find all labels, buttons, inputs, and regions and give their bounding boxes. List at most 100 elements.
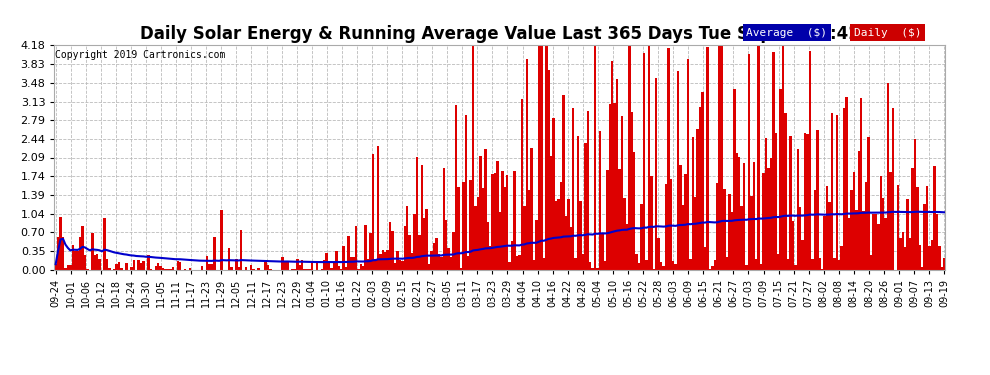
Bar [416, 158, 418, 270]
Bar [929, 246, 931, 270]
Bar [554, 201, 557, 270]
Bar [421, 165, 423, 270]
Bar [579, 201, 582, 270]
Bar [538, 39, 541, 270]
Bar [79, 237, 81, 270]
Bar [404, 226, 406, 270]
Bar [867, 137, 870, 270]
Bar [569, 227, 572, 270]
Bar [447, 248, 449, 270]
Bar [386, 251, 389, 270]
Bar [819, 258, 821, 270]
Bar [567, 199, 569, 270]
Bar [919, 245, 921, 270]
Bar [752, 162, 755, 270]
Bar [907, 200, 909, 270]
Bar [338, 266, 340, 270]
Bar [755, 259, 757, 270]
Bar [774, 134, 777, 270]
Bar [528, 190, 531, 270]
Bar [652, 269, 655, 270]
Bar [557, 199, 559, 270]
Bar [126, 262, 128, 270]
Bar [436, 238, 438, 270]
Bar [130, 267, 133, 270]
Bar [59, 217, 61, 270]
Text: Average  ($): Average ($) [746, 28, 828, 38]
Bar [472, 39, 474, 270]
Bar [931, 240, 934, 270]
Bar [118, 262, 121, 270]
Bar [521, 99, 523, 270]
Bar [926, 186, 929, 270]
Bar [887, 83, 889, 270]
Bar [462, 182, 464, 270]
Bar [765, 138, 767, 270]
Bar [213, 237, 216, 270]
Bar [909, 238, 911, 270]
Bar [235, 259, 238, 270]
Bar [143, 261, 145, 270]
Bar [201, 266, 203, 270]
Bar [816, 130, 819, 270]
Bar [940, 267, 943, 270]
Bar [467, 256, 469, 270]
Bar [792, 221, 794, 270]
Bar [336, 251, 338, 270]
Bar [306, 269, 308, 270]
Bar [449, 257, 452, 270]
Bar [601, 233, 604, 270]
Bar [66, 265, 69, 270]
Bar [333, 262, 336, 270]
Bar [516, 256, 518, 270]
Bar [166, 269, 169, 270]
Bar [797, 149, 799, 270]
Bar [208, 264, 211, 270]
Bar [541, 39, 543, 270]
Bar [171, 267, 174, 270]
Bar [362, 266, 364, 270]
Bar [96, 254, 98, 270]
Bar [446, 220, 447, 270]
Bar [321, 269, 323, 270]
Bar [438, 254, 441, 270]
Bar [624, 198, 626, 270]
Bar [572, 108, 574, 270]
Bar [457, 187, 459, 270]
Bar [399, 260, 401, 270]
Bar [657, 238, 660, 270]
Bar [154, 266, 157, 270]
Bar [742, 163, 745, 270]
Bar [149, 268, 152, 270]
Bar [401, 261, 404, 270]
Bar [349, 257, 352, 270]
Bar [231, 267, 233, 270]
Bar [626, 224, 628, 270]
Bar [636, 254, 638, 270]
Text: Daily  ($): Daily ($) [853, 28, 922, 38]
Bar [692, 136, 694, 270]
Bar [911, 168, 914, 270]
Bar [852, 172, 855, 270]
Bar [443, 168, 446, 270]
Bar [504, 187, 506, 270]
Bar [643, 53, 645, 270]
Bar [228, 248, 231, 270]
Bar [733, 90, 736, 270]
Bar [345, 267, 347, 270]
Bar [943, 258, 945, 270]
Bar [86, 269, 89, 270]
Bar [882, 198, 884, 270]
Bar [376, 146, 379, 270]
Bar [664, 184, 667, 270]
Bar [533, 260, 536, 270]
Bar [98, 259, 101, 270]
Bar [69, 266, 71, 270]
Bar [696, 129, 699, 270]
Bar [877, 224, 879, 270]
Bar [772, 52, 774, 270]
Bar [650, 176, 652, 270]
Bar [836, 115, 839, 270]
Bar [54, 264, 56, 270]
Bar [184, 269, 186, 270]
